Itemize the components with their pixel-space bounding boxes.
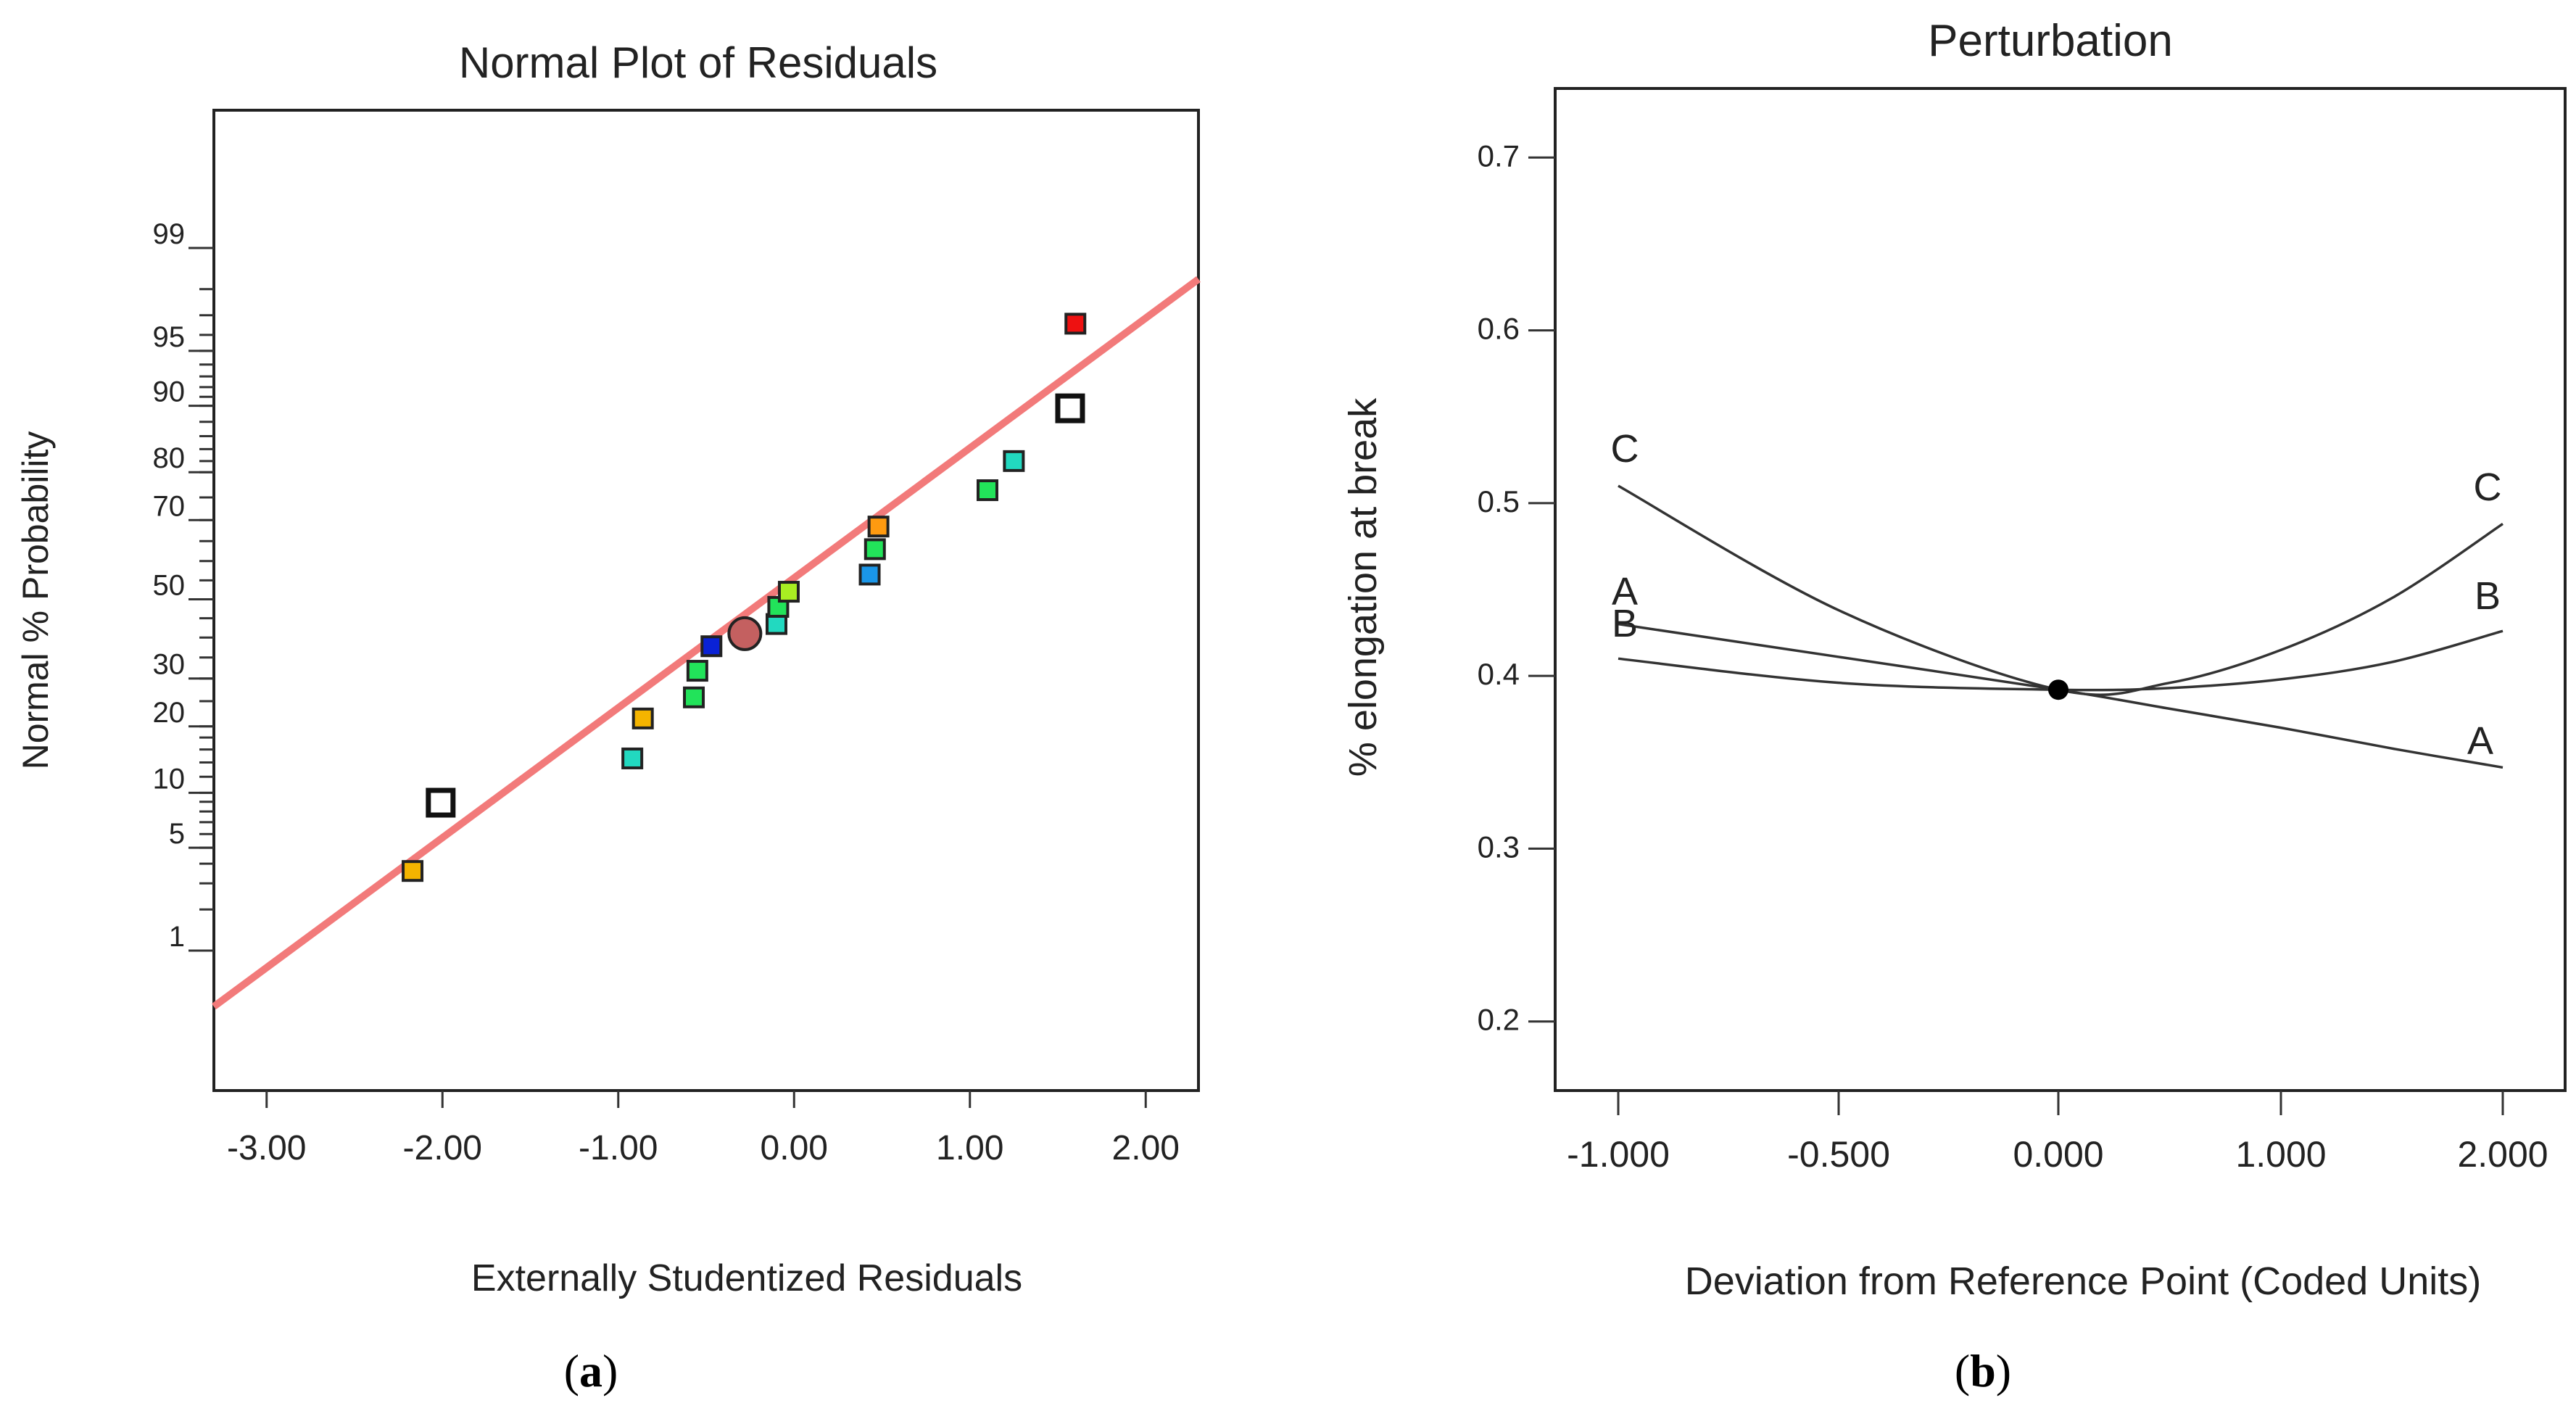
caption-b: (b) [1955, 1345, 2011, 1397]
chart-b-y-label: % elongation at break [1341, 397, 1385, 777]
chart-b-y-tick-label: 0.2 [1478, 1003, 1520, 1037]
chart-a-y-tick-label: 80 [153, 442, 186, 474]
chart-a-y-tick-label: 5 [169, 818, 185, 850]
chart-b-curve-label-left: B [1612, 602, 1638, 645]
chart-a-x-tick-label: -3.00 [227, 1129, 306, 1167]
chart-a-y-axis: 99 95 90 80 70 50 30 20 10 5 1 [153, 218, 214, 953]
chart-a-point [1064, 313, 1087, 335]
chart-a-x-axis: -3.00 -2.00 -1.00 0.00 1.00 2.00 [227, 1091, 1180, 1167]
chart-a-point [867, 516, 890, 538]
chart-b-x-tick-label: 0.000 [2013, 1134, 2103, 1175]
chart-b-plot-frame [1554, 87, 2567, 1092]
chart-b-series [1618, 484, 2503, 769]
chart-b-x-label: Deviation from Reference Point (Coded Un… [1685, 1260, 2481, 1303]
chart-a-y-tick-label: 99 [153, 218, 186, 250]
chart-b-y-tick-label: 0.6 [1478, 312, 1520, 346]
chart-a-y-tick-label: 30 [153, 649, 186, 681]
chart-a-y-tick-label: 95 [153, 321, 186, 353]
chart-b-curve-label-left: C [1611, 427, 1639, 471]
chart-a-y-tick-label: 1 [169, 921, 185, 953]
chart-b-title: Perturbation [1928, 16, 2173, 66]
chart-a-x-tick-label: 2.00 [1112, 1129, 1180, 1167]
chart-a-title: Normal Plot of Residuals [459, 38, 937, 87]
chart-b-reference-point [2048, 679, 2068, 700]
chart-b-y-tick-label: 0.5 [1478, 484, 1520, 518]
chart-a-point [683, 686, 705, 708]
chart-a-point [621, 747, 644, 769]
chart-a-point [858, 563, 881, 586]
chart-a-x-tick-label: -1.00 [579, 1129, 658, 1167]
chart-b-y-axis: 0.2 0.3 0.4 0.5 0.6 0.7 [1478, 138, 1555, 1037]
chart-a-y-label: Normal % Probability [15, 431, 56, 770]
chart-b-curve-label-right: A [2467, 719, 2493, 763]
chart-a-point-hollow [1055, 393, 1085, 423]
chart-a-x-label: Externally Studentized Residuals [471, 1257, 1022, 1299]
chart-a-point [864, 538, 886, 561]
chart-a-y-tick-label: 10 [153, 763, 186, 795]
chart-b-series-A [1618, 622, 2503, 769]
chart-a-y-tick-label: 90 [153, 376, 186, 408]
chart-a-points [402, 313, 1087, 882]
chart-b-series-C [1618, 484, 2503, 696]
chart-b-x-tick-label: -1.000 [1567, 1134, 1670, 1175]
chart-a-plot-frame [212, 109, 1200, 1092]
chart-a-point [700, 635, 723, 658]
chart-b-curve-label-right: C [2474, 466, 2502, 509]
chart-b-x-tick-label: 1.000 [2235, 1134, 2326, 1175]
chart-b-y-tick-label: 0.3 [1478, 830, 1520, 864]
chart-a-point-design-point [727, 616, 763, 651]
chart-a-x-tick-label: 0.00 [761, 1129, 828, 1167]
chart-b-x-axis: -1.000 -0.500 0.000 1.000 2.000 [1567, 1091, 2548, 1175]
chart-a-point [402, 860, 424, 882]
chart-b-y-tick-label: 0.4 [1478, 657, 1520, 691]
caption-b-letter: b [1970, 1345, 1996, 1397]
chart-b-y-tick-label: 0.7 [1478, 138, 1520, 173]
normal-plot-panel: Normal Plot of Residuals 99 95 90 80 70 50 30 2… [15, 38, 1201, 1397]
chart-a-point-hollow [426, 787, 456, 818]
chart-a-y-tick-label: 50 [153, 570, 186, 602]
chart-a-x-tick-label: 1.00 [936, 1129, 1003, 1167]
caption-a: (a) [564, 1345, 618, 1397]
chart-a-y-tick-label: 20 [153, 697, 186, 729]
chart-a-point [631, 707, 654, 729]
chart-a-x-tick-label: -2.00 [403, 1129, 482, 1167]
chart-a-y-tick-label: 70 [153, 490, 186, 522]
chart-a-point [686, 660, 708, 682]
chart-b-x-tick-label: 2.000 [2457, 1134, 2548, 1175]
chart-a-point [1003, 450, 1025, 472]
chart-a-point [777, 581, 800, 603]
chart-b-curve-label-left: A [1612, 570, 1638, 613]
chart-b-curve-label-right: B [2474, 574, 2501, 618]
caption-a-letter: a [579, 1345, 602, 1397]
chart-b-x-tick-label: -0.500 [1787, 1134, 1890, 1175]
perturbation-panel: Perturbation 0.2 0.3 0.4 0.5 0.6 0.7 -1.000 -0… [1341, 16, 2567, 1397]
chart-a-point [977, 479, 998, 502]
